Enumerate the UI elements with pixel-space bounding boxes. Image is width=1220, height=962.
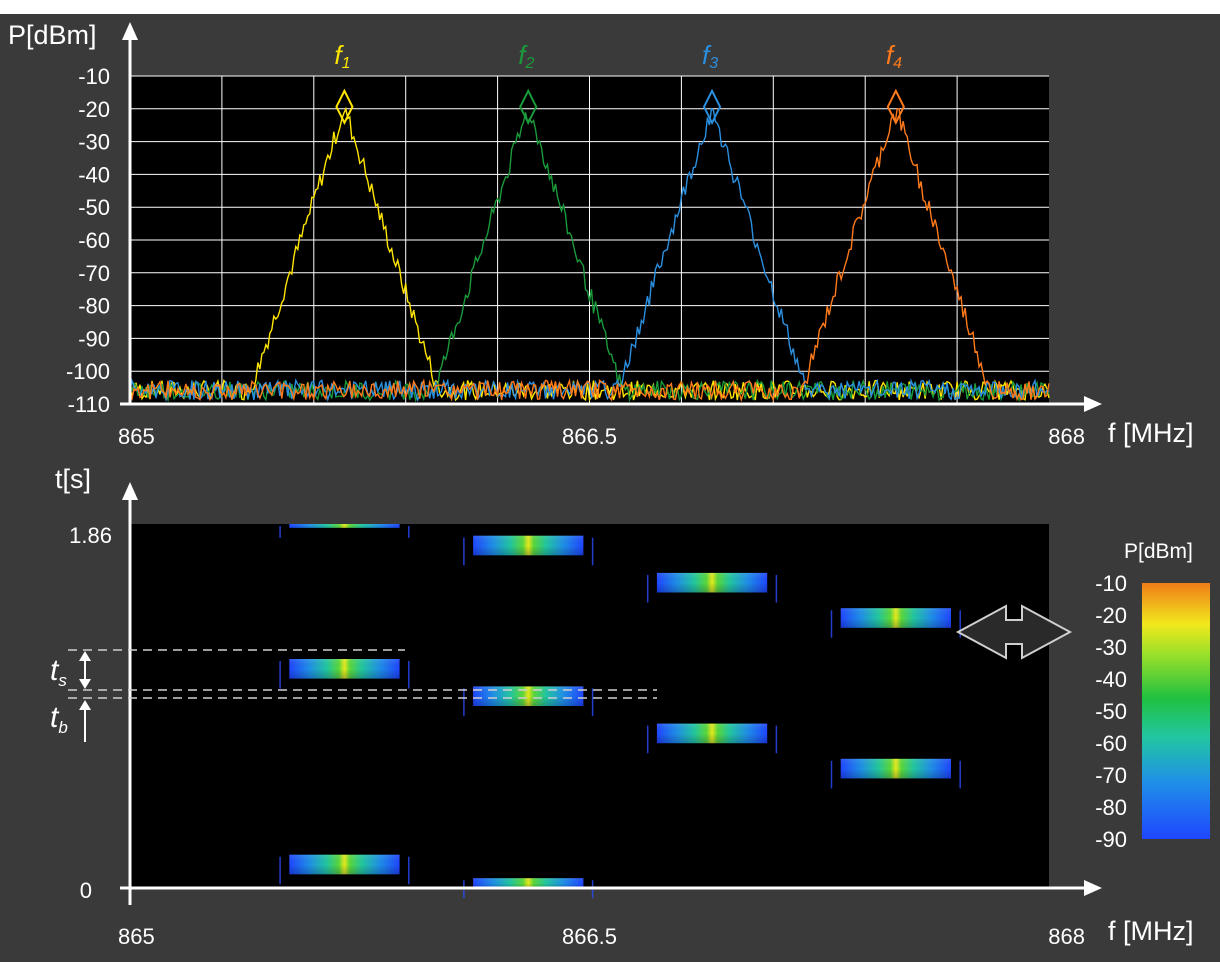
colorbar-tick-label: -90 xyxy=(1095,827,1127,852)
spectrum-y-tick-labels: -10 -20 -30 -40 -50 -60 -70 -80 -90 -100 -110 xyxy=(66,64,110,417)
spectrogram-burst-shade xyxy=(840,608,951,628)
spectrum-x-axis-arrowhead xyxy=(1084,396,1102,412)
spectrum-y-tick-label: -60 xyxy=(78,228,110,253)
spectrum-peak-marker-f1 xyxy=(335,88,354,126)
spectrum-series-group xyxy=(129,106,1050,403)
spectrum-series-label-f2: f2 xyxy=(518,40,534,72)
spectrum-series-label-f4: f4 xyxy=(886,40,902,72)
spectrum-y-axis-label: P[dBm] xyxy=(8,20,97,50)
spectrum-x-tick-label: 865 xyxy=(118,424,155,449)
spectrum-series-label-main: f xyxy=(886,40,896,70)
spectrogram-x-axis-label: f [MHz] xyxy=(1108,916,1194,946)
tb-label-sub: b xyxy=(58,718,67,737)
spectrum-x-tick-label: 866.5 xyxy=(562,424,617,449)
spectrogram-x-tick-label: 868 xyxy=(1048,924,1085,949)
colorbar xyxy=(1142,583,1210,839)
spectrogram-plot: t[s] f [MHz] 1.86 0 865 866.5 868 ts tb P[… xyxy=(50,464,1210,949)
spectrogram-burst-shade xyxy=(656,572,768,593)
ts-label: ts xyxy=(50,654,67,690)
spectrum-x-tick-label: 868 xyxy=(1048,424,1085,449)
spectrum-series-label-main: f xyxy=(334,40,344,70)
spectrum-y-tick-label: -110 xyxy=(68,392,110,417)
colorbar-tick-labels: -10 -20 -30 -40 -50 -60 -70 -80 -90 xyxy=(1095,571,1127,852)
spectrum-y-tick-label: -30 xyxy=(78,130,110,155)
colorbar-tick-label: -60 xyxy=(1095,731,1127,756)
spectrogram-burst-shade xyxy=(289,659,400,679)
ts-arrow-head-down xyxy=(79,679,91,689)
spectrum-x-tick-labels: 865 866.5 868 xyxy=(118,424,1085,449)
spectrum-peak-marker-f2 xyxy=(519,88,538,126)
ts-label-sub: s xyxy=(58,671,67,690)
tb-arrow-head-up xyxy=(79,700,91,710)
spectrum-x-axis-label: f [MHz] xyxy=(1108,418,1194,448)
spectrum-y-tick-label: -70 xyxy=(78,261,110,286)
spectrogram-x-tick-label: 866.5 xyxy=(562,924,617,949)
spectrogram-burst-shade xyxy=(473,535,584,556)
spectrogram-burst-shade xyxy=(289,854,400,875)
spectrogram-burst-shade xyxy=(473,878,584,888)
spectrum-y-tick-label: -100 xyxy=(66,359,110,384)
spectrum-series-label-sub: 4 xyxy=(893,55,902,72)
top-white-strip xyxy=(0,0,1220,14)
colorbar-tick-label: -30 xyxy=(1095,635,1127,660)
double-headed-arrow-icon xyxy=(955,604,1073,660)
spectrum-y-tick-label: -90 xyxy=(78,326,110,351)
spectrogram-y-axis-arrowhead xyxy=(122,482,138,500)
spectrum-series-label-f3: f3 xyxy=(702,40,718,72)
spectrogram-x-axis-arrowhead xyxy=(1084,880,1102,896)
spectrogram-burst-shade xyxy=(473,686,584,706)
colorbar-tick-label: -80 xyxy=(1095,795,1127,820)
spectrogram-x-tick-labels: 865 866.5 868 xyxy=(118,924,1085,949)
colorbar-tick-label: -20 xyxy=(1095,603,1127,628)
spectrum-y-axis-arrowhead xyxy=(122,22,138,40)
spectrum-peak-marker-f4 xyxy=(886,88,905,126)
spectrum-series-label-main: f xyxy=(702,40,712,70)
tb-label: tb xyxy=(50,701,68,737)
colorbar-tick-label: -10 xyxy=(1095,571,1127,596)
spectrum-series-label-sub: 2 xyxy=(524,55,534,72)
spectrum-y-tick-label: -20 xyxy=(78,97,110,122)
spectrum-series-line-f4 xyxy=(129,108,1050,403)
spectrum-y-tick-label: -10 xyxy=(78,64,110,89)
spectrogram-y-tick-bottom: 0 xyxy=(80,878,92,903)
spectrum-plot: -10-20-30-40-50-60-70-80-90-100-110 865 8… xyxy=(8,20,1194,449)
spectrogram-y-tick-top: 1.86 xyxy=(69,523,112,548)
spectrum-y-tick-label: -80 xyxy=(78,294,110,319)
spectrogram-plot-area xyxy=(130,524,1049,888)
spectrum-series-label-main: f xyxy=(518,40,528,70)
spectrum-series-label-sub: 1 xyxy=(342,55,351,72)
spectrum-series-label-sub: 3 xyxy=(709,55,718,72)
colorbar-tick-label: -50 xyxy=(1095,699,1127,724)
ts-arrow-head-up xyxy=(79,651,91,661)
spectrum-y-tick-label: -50 xyxy=(78,195,110,220)
spectrum-peak-markers xyxy=(335,88,905,126)
spectrum-peak-marker-f3 xyxy=(702,88,722,126)
spectrum-y-tick-label: -40 xyxy=(78,162,110,187)
spectrogram-y-axis-label: t[s] xyxy=(55,464,91,494)
spectrogram-burst-shade xyxy=(656,723,768,744)
spectrum-grid xyxy=(130,75,1049,405)
spectrogram-x-tick-label: 865 xyxy=(118,924,155,949)
spectrogram-bursts xyxy=(289,524,951,888)
tb-label-main: t xyxy=(50,701,60,734)
colorbar-tick-label: -40 xyxy=(1095,667,1127,692)
spectrum-series-labels: f1 f2 f3 f4 xyxy=(334,40,902,72)
colorbar-label: P[dBm] xyxy=(1124,540,1193,563)
spectrum-series-label-f1: f1 xyxy=(334,40,350,72)
spectrogram-burst-shade xyxy=(840,758,951,779)
spectrogram-burst-shade xyxy=(289,524,400,528)
colorbar-tick-label: -70 xyxy=(1095,763,1127,788)
ts-label-main: t xyxy=(50,654,60,687)
